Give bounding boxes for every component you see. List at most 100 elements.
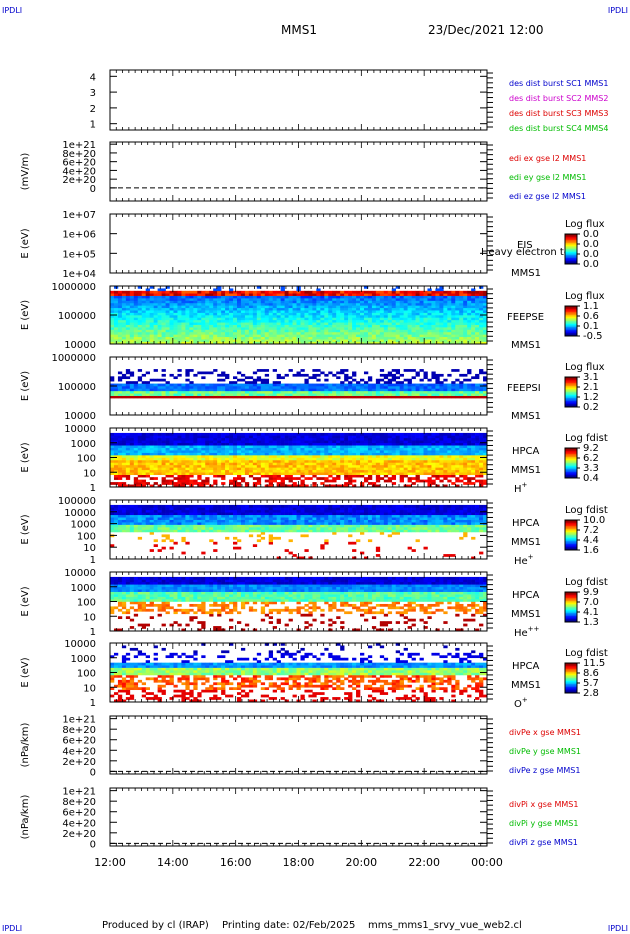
spectrogram-cell: [233, 305, 238, 309]
spectrogram-cell: [173, 472, 178, 476]
spectrogram-cell: [320, 290, 325, 294]
spectrogram-cell: [411, 383, 416, 387]
spectrogram-cell: [479, 302, 484, 306]
colorbar-swatch: [565, 318, 577, 320]
spectrogram-cell: [177, 467, 182, 471]
spectrogram-cell: [443, 339, 448, 342]
spectrogram-cell: [113, 472, 119, 476]
spectrogram-cell: [324, 440, 329, 444]
spectrogram-cell: [375, 312, 381, 316]
spectrogram-cell: [423, 376, 428, 380]
spectrogram-cell: [312, 388, 317, 392]
spectrogram-cell: [300, 336, 305, 340]
spectrogram-cell: [288, 395, 293, 399]
spectrogram-cell: [225, 383, 230, 387]
spectrogram-cell: [165, 381, 170, 384]
spectrogram-cell: [320, 307, 325, 311]
spectrogram-cell: [185, 300, 190, 304]
spectrogram-cell: [197, 386, 202, 389]
spectrogram-cell: [177, 315, 182, 318]
spectrogram-cell: [217, 459, 222, 463]
spectrogram-cell: [467, 315, 472, 318]
spectrogram-cell: [177, 327, 182, 330]
spectrogram-cell: [367, 386, 373, 389]
spectrogram-cell: [435, 393, 440, 396]
spectrogram-cell: [145, 381, 150, 384]
spectrogram-cell: [248, 447, 254, 451]
spectrogram-cell: [360, 317, 365, 321]
colorbar-swatch: [565, 404, 577, 406]
spectrogram-cell: [229, 393, 234, 396]
spectrogram-cell: [229, 390, 234, 394]
spectrogram-cell: [348, 295, 353, 299]
spectrogram-cell: [375, 293, 381, 296]
spectrogram-cell: [411, 322, 416, 325]
spectrogram-cell: [149, 290, 154, 294]
spectrogram-cell: [233, 381, 238, 384]
spectrogram-cell: [308, 452, 313, 456]
spectrogram-cell: [225, 376, 230, 380]
spectrogram-cell: [173, 310, 178, 313]
spectrogram-cell: [129, 381, 135, 384]
spectrogram-cell: [165, 302, 170, 306]
spectrogram-cell: [177, 472, 182, 476]
spectrogram-cell: [169, 315, 174, 318]
spectrogram-cell: [435, 381, 440, 384]
spectrogram-cell: [244, 435, 250, 439]
spectrogram-cell: [300, 472, 305, 476]
spectrogram-cell: [229, 315, 234, 318]
spectrogram-cell: [149, 339, 154, 342]
spectrogram-cell: [296, 322, 301, 325]
spectrogram-cell: [348, 457, 353, 461]
spectrogram-cell: [252, 482, 258, 485]
spectrogram-cell: [157, 462, 162, 466]
spectrogram-cell: [229, 293, 234, 296]
panel-frame: [109, 69, 488, 131]
spectrogram-cell: [371, 302, 377, 306]
spectrogram-cell: [129, 312, 135, 316]
y-tick-label: 10000: [64, 340, 96, 351]
spectrogram-cell: [292, 464, 297, 468]
spectrogram-cell: [153, 295, 158, 299]
spectrogram-cell: [193, 445, 198, 448]
spectrogram-cell: [407, 310, 412, 313]
spectrogram-cell: [225, 452, 230, 456]
spectrogram-cell: [205, 388, 210, 392]
spectrogram-cell: [161, 329, 166, 333]
spectrogram-cell: [169, 452, 174, 456]
spectrogram-cell: [233, 327, 238, 330]
colorbar-tick-label: 1.1: [583, 301, 599, 312]
spectrogram-cell: [296, 388, 301, 392]
spectrogram-cell: [133, 319, 139, 323]
spectrogram-cell: [213, 455, 218, 458]
spectrogram-cell: [149, 329, 154, 333]
spectrogram-cell: [125, 393, 131, 396]
spectrogram-cell: [145, 288, 150, 292]
spectrogram-cell: [129, 457, 135, 461]
spectrogram-cell: [129, 467, 135, 471]
spectrogram-cell: [205, 386, 210, 389]
spectrogram-cell: [367, 383, 373, 387]
spectrogram-cell: [276, 450, 281, 453]
spectrogram-cell: [153, 322, 158, 325]
spectrogram-cell: [439, 336, 444, 340]
spectrogram-cell: [463, 383, 468, 387]
spectrogram-cell: [229, 300, 234, 304]
spectrogram-cell: [229, 381, 234, 384]
spectrogram-cell: [185, 440, 190, 444]
spectrogram-cell: [288, 302, 293, 306]
spectrogram-cell: [284, 393, 289, 396]
spectrogram-cell: [236, 315, 242, 318]
spectrogram-cell: [348, 442, 353, 446]
spectrogram-cell: [185, 455, 190, 458]
spectrogram-cell: [427, 324, 432, 328]
spectrogram-cell: [276, 445, 281, 448]
spectrogram-cell: [244, 467, 250, 471]
spectrogram-cell: [117, 327, 123, 330]
spectrogram-cell: [217, 464, 222, 468]
spectrogram-cell: [391, 339, 397, 342]
spectrogram-cell: [173, 445, 178, 448]
spectrogram-cell: [352, 310, 357, 313]
spectrogram-cell: [375, 295, 381, 299]
spectrogram-cell: [225, 329, 230, 333]
